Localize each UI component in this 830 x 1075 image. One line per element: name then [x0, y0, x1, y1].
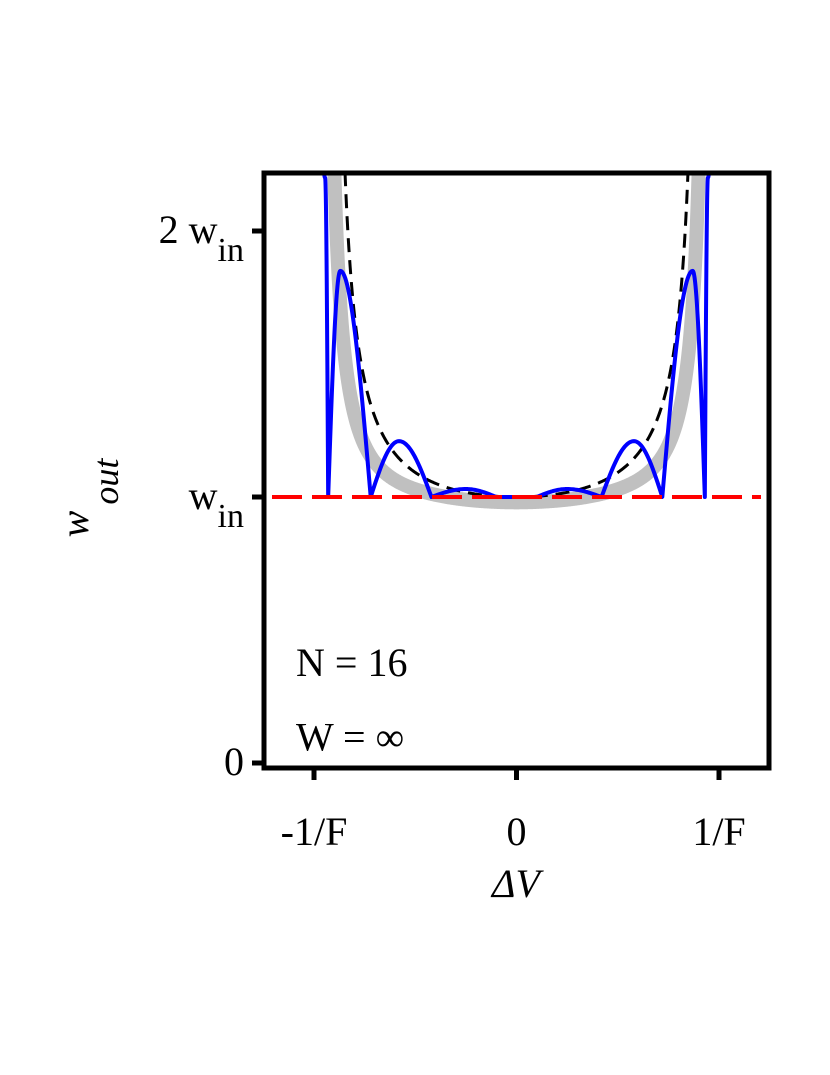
annotation-text: W = ∞	[296, 714, 404, 759]
y-axis: 0 win 2 win	[159, 207, 264, 784]
series-oscillating-line	[322, 173, 711, 499]
x-tick-label: -1/F	[281, 809, 348, 854]
y-tick-label: 2 win	[159, 207, 244, 269]
x-tick-label: 0	[507, 809, 527, 854]
y-axis-label: w out	[52, 458, 126, 538]
series-envelope-line	[327, 173, 706, 510]
series-layer	[272, 173, 761, 510]
x-axis-label: ΔV	[490, 861, 544, 906]
y-axis-label-sub: out	[86, 458, 126, 505]
x-axis: -1/F 0 1/F	[281, 768, 746, 854]
svg-text:wout: w out	[52, 458, 126, 538]
annotations: N = 16 W = ∞	[296, 640, 407, 759]
series-dashed-line	[343, 173, 690, 499]
annotation-text: N = 16	[296, 640, 407, 685]
x-tick-label: 1/F	[692, 809, 745, 854]
y-tick-label: 0	[224, 739, 244, 784]
y-axis-label-base: w	[52, 510, 97, 537]
y-tick-label: win	[189, 473, 244, 535]
